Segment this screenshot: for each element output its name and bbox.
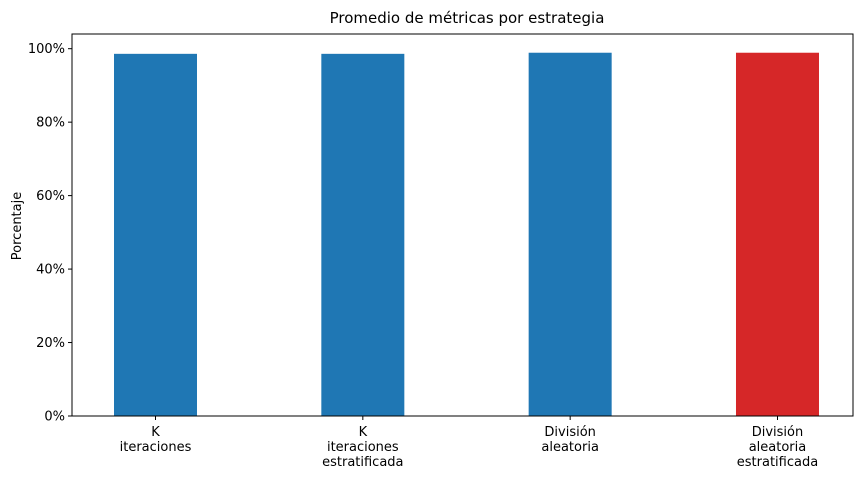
y-axis-label: Porcentaje [10, 192, 25, 260]
x-tick-label-line: estratificada [737, 455, 818, 470]
bar-1 [114, 53, 197, 416]
x-tick-label-line: aleatoria [749, 440, 807, 455]
x-tick-label-line: K [359, 425, 368, 440]
x-tick-label-line: iteraciones [120, 440, 192, 455]
bar-2 [321, 53, 405, 416]
y-axis-ticks: 0% 20% 40% 60% 80% 100% [28, 42, 72, 425]
y-tick-label-0: 0% [44, 410, 65, 425]
y-tick-label-20: 20% [36, 336, 65, 351]
x-tick-label-line: División [752, 425, 804, 440]
bars-group [114, 52, 819, 416]
chart-title: Promedio de métricas por estrategia [330, 9, 605, 27]
x-tick-label-line: estratificada [322, 455, 403, 470]
x-tick-label-4: División aleatoria estratificada [737, 425, 818, 470]
y-tick-label-40: 40% [36, 263, 65, 278]
x-tick-label-line: aleatoria [541, 440, 599, 455]
y-tick-label-80: 80% [36, 116, 65, 131]
x-tick-label-3: División aleatoria [541, 425, 599, 455]
plot-frame [71, 33, 854, 417]
bar-3 [528, 52, 612, 416]
x-tick-label-line: K [151, 425, 160, 440]
y-tick-label-60: 60% [36, 189, 65, 204]
y-tick-label-100: 100% [28, 42, 65, 57]
x-tick-label-line: iteraciones [327, 440, 399, 455]
bar-4 [735, 52, 819, 416]
x-tick-label-line: División [544, 425, 596, 440]
